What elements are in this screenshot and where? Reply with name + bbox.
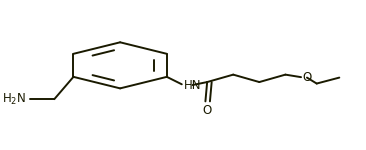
Text: O: O: [302, 71, 312, 84]
Text: HN: HN: [183, 79, 201, 92]
Text: O: O: [203, 104, 212, 117]
Text: $\mathregular{H_2N}$: $\mathregular{H_2N}$: [2, 92, 26, 107]
